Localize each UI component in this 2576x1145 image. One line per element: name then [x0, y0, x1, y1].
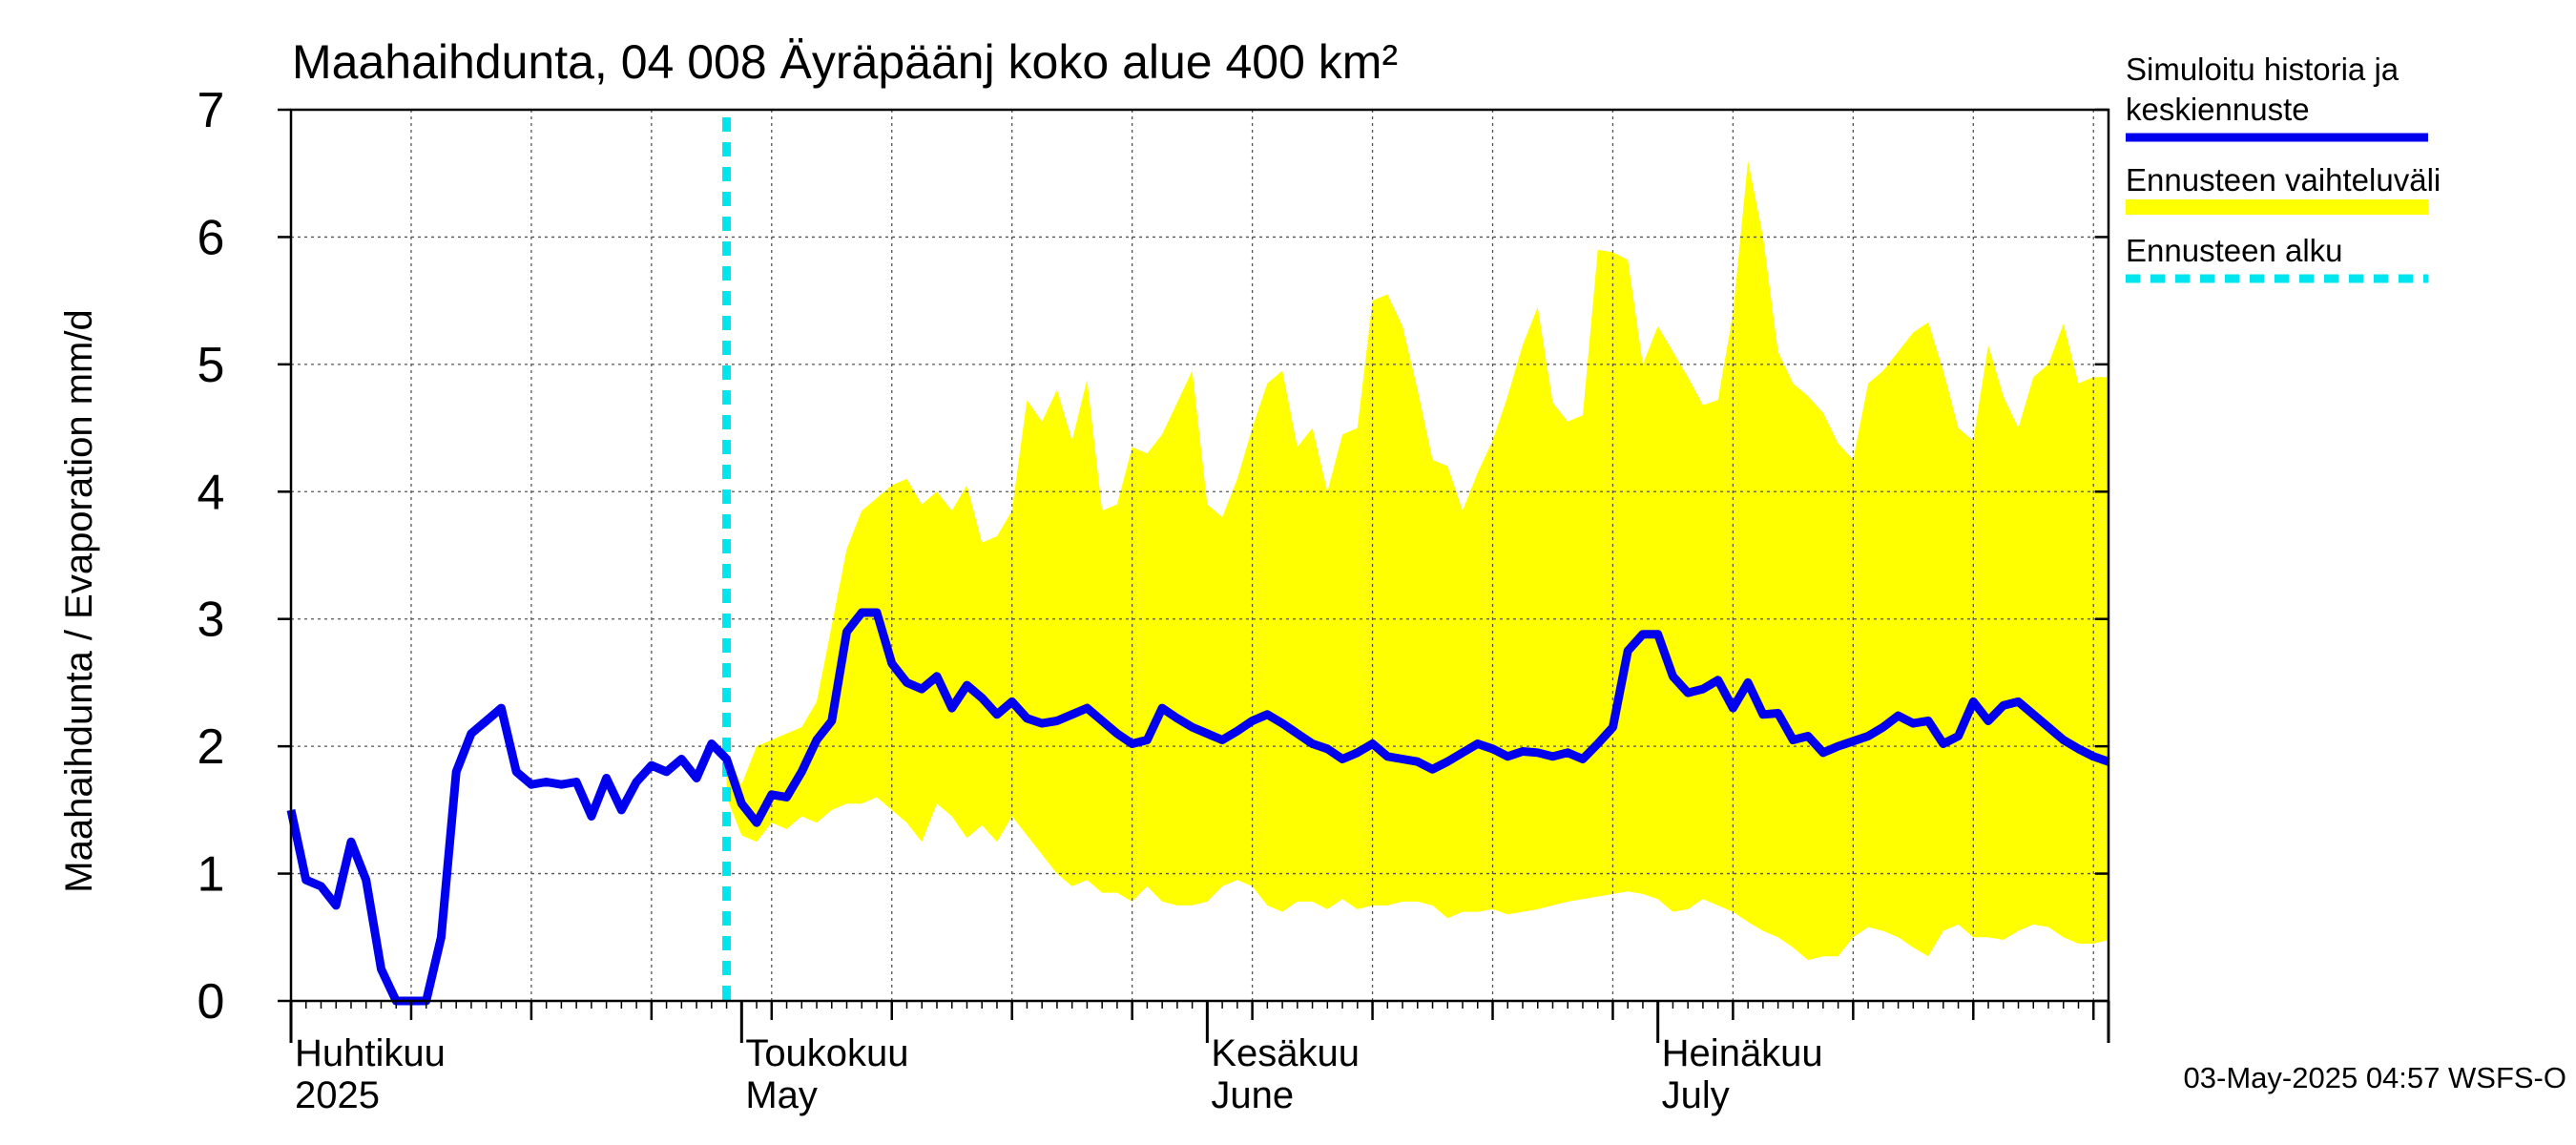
legend: Simuloitu historia ja keskiennuste Ennuste… — [2126, 52, 2441, 283]
forecast-range-band — [726, 160, 2109, 961]
simulated-history-line — [286, 608, 2110, 1006]
footer-timestamp: 03-May-2025 04:57 WSFS-O — [2184, 1061, 2566, 1094]
forecast-range-area — [726, 160, 2109, 961]
y-tick-label: 5 — [197, 338, 225, 393]
legend-label: Simuloitu historia ja — [2126, 52, 2399, 87]
y-tick-label: 2 — [197, 719, 225, 775]
grid — [291, 109, 2109, 1001]
y-tick-label: 7 — [197, 83, 225, 138]
x-month-label: Heinäkuu — [1662, 1032, 1823, 1074]
y-tick-label: 3 — [197, 593, 225, 648]
y-tick-label: 0 — [197, 974, 225, 1030]
legend-label: Ennusteen vaihteluväli — [2126, 162, 2441, 198]
x-month-label: Kesäkuu — [1211, 1032, 1360, 1074]
y-tick-label: 6 — [197, 210, 225, 265]
y-tick-label: 1 — [197, 847, 225, 903]
simulated-history-series — [286, 608, 2110, 1006]
x-month-sublabel: July — [1662, 1074, 1730, 1116]
x-month-sublabel: 2025 — [295, 1074, 380, 1116]
axes: 01234567Huhtikuu2025ToukokuuMayKesäkuuJu… — [197, 83, 2110, 1116]
x-month-label: Huhtikuu — [295, 1032, 446, 1074]
legend-label: keskiennuste — [2126, 92, 2310, 127]
y-axis-label: Maahaihdunta / Evaporation mm/d — [58, 309, 100, 892]
x-month-label: Toukokuu — [745, 1032, 908, 1074]
x-month-sublabel: May — [745, 1074, 818, 1116]
chart-title: Maahaihdunta, 04 008 Äyräpäänj koko alue… — [292, 35, 1398, 89]
x-month-sublabel: June — [1211, 1074, 1294, 1116]
y-tick-label: 4 — [197, 465, 225, 520]
legend-label: Ennusteen alku — [2126, 233, 2343, 268]
plot-frame — [289, 108, 2110, 1003]
